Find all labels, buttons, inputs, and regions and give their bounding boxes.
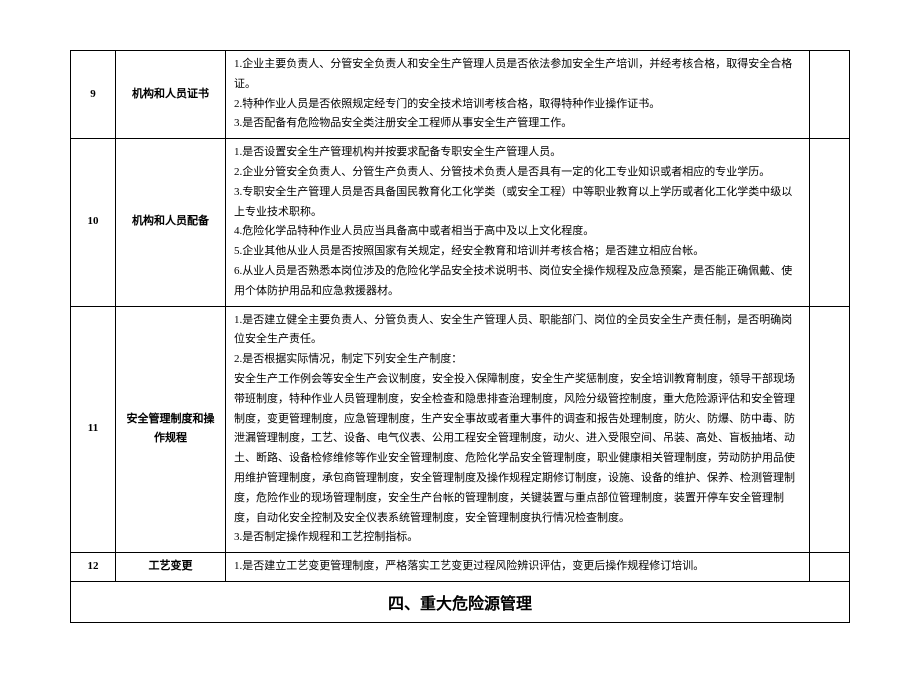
content-line: 3.是否制定操作规程和工艺控制指标。 [234,528,803,548]
content-line: 安全生产工作例会等安全生产会议制度，安全投入保障制度，安全生产奖惩制度，安全培训… [234,370,803,528]
row-name: 工艺变更 [116,553,226,582]
empty-cell [810,139,850,306]
content-line: 4.危险化学品特种作业人员应当具备高中或者相当于高中及以上文化程度。 [234,222,803,242]
content-line: 3.是否配备有危险物品安全类注册安全工程师从事安全生产管理工作。 [234,114,803,134]
row-number: 12 [71,553,116,582]
row-number: 11 [71,306,116,553]
content-line: 1.是否建立工艺变更管理制度，严格落实工艺变更过程风险辨识评估，变更后操作规程修… [234,557,803,577]
content-line: 1.是否设置安全生产管理机构并按要求配备专职安全生产管理人员。 [234,143,803,163]
section-title: 四、重大危险源管理 [70,582,850,623]
content-line: 2.是否根据实际情况，制定下列安全生产制度： [234,350,803,370]
row-number: 10 [71,139,116,306]
row-name: 安全管理制度和操作规程 [116,306,226,553]
row-number: 9 [71,51,116,139]
content-line: 2.企业分管安全负责人、分管生产负责人、分管技术负责人是否具有一定的化工专业知识… [234,163,803,183]
empty-cell [810,51,850,139]
content-line: 5.企业其他从业人员是否按照国家有关规定，经安全教育和培训并考核合格；是否建立相… [234,242,803,262]
content-line: 2.特种作业人员是否依照规定经专门的安全技术培训考核合格，取得特种作业操作证书。 [234,95,803,115]
checklist-table: 9机构和人员证书1.企业主要负责人、分管安全负责人和安全生产管理人员是否依法参加… [70,50,850,582]
content-line: 1.企业主要负责人、分管安全负责人和安全生产管理人员是否依法参加安全生产培训，并… [234,55,803,95]
row-content: 1.企业主要负责人、分管安全负责人和安全生产管理人员是否依法参加安全生产培训，并… [226,51,810,139]
content-line: 1.是否建立健全主要负责人、分管负责人、安全生产管理人员、职能部门、岗位的全员安… [234,311,803,351]
empty-cell [810,553,850,582]
row-content: 1.是否设置安全生产管理机构并按要求配备专职安全生产管理人员。2.企业分管安全负… [226,139,810,306]
row-name: 机构和人员配备 [116,139,226,306]
row-content: 1.是否建立健全主要负责人、分管负责人、安全生产管理人员、职能部门、岗位的全员安… [226,306,810,553]
content-line: 6.从业人员是否熟悉本岗位涉及的危险化学品安全技术说明书、岗位安全操作规程及应急… [234,262,803,302]
empty-cell [810,306,850,553]
content-line: 3.专职安全生产管理人员是否具备国民教育化工化学类（或安全工程）中等职业教育以上… [234,183,803,223]
row-name: 机构和人员证书 [116,51,226,139]
row-content: 1.是否建立工艺变更管理制度，严格落实工艺变更过程风险辨识评估，变更后操作规程修… [226,553,810,582]
